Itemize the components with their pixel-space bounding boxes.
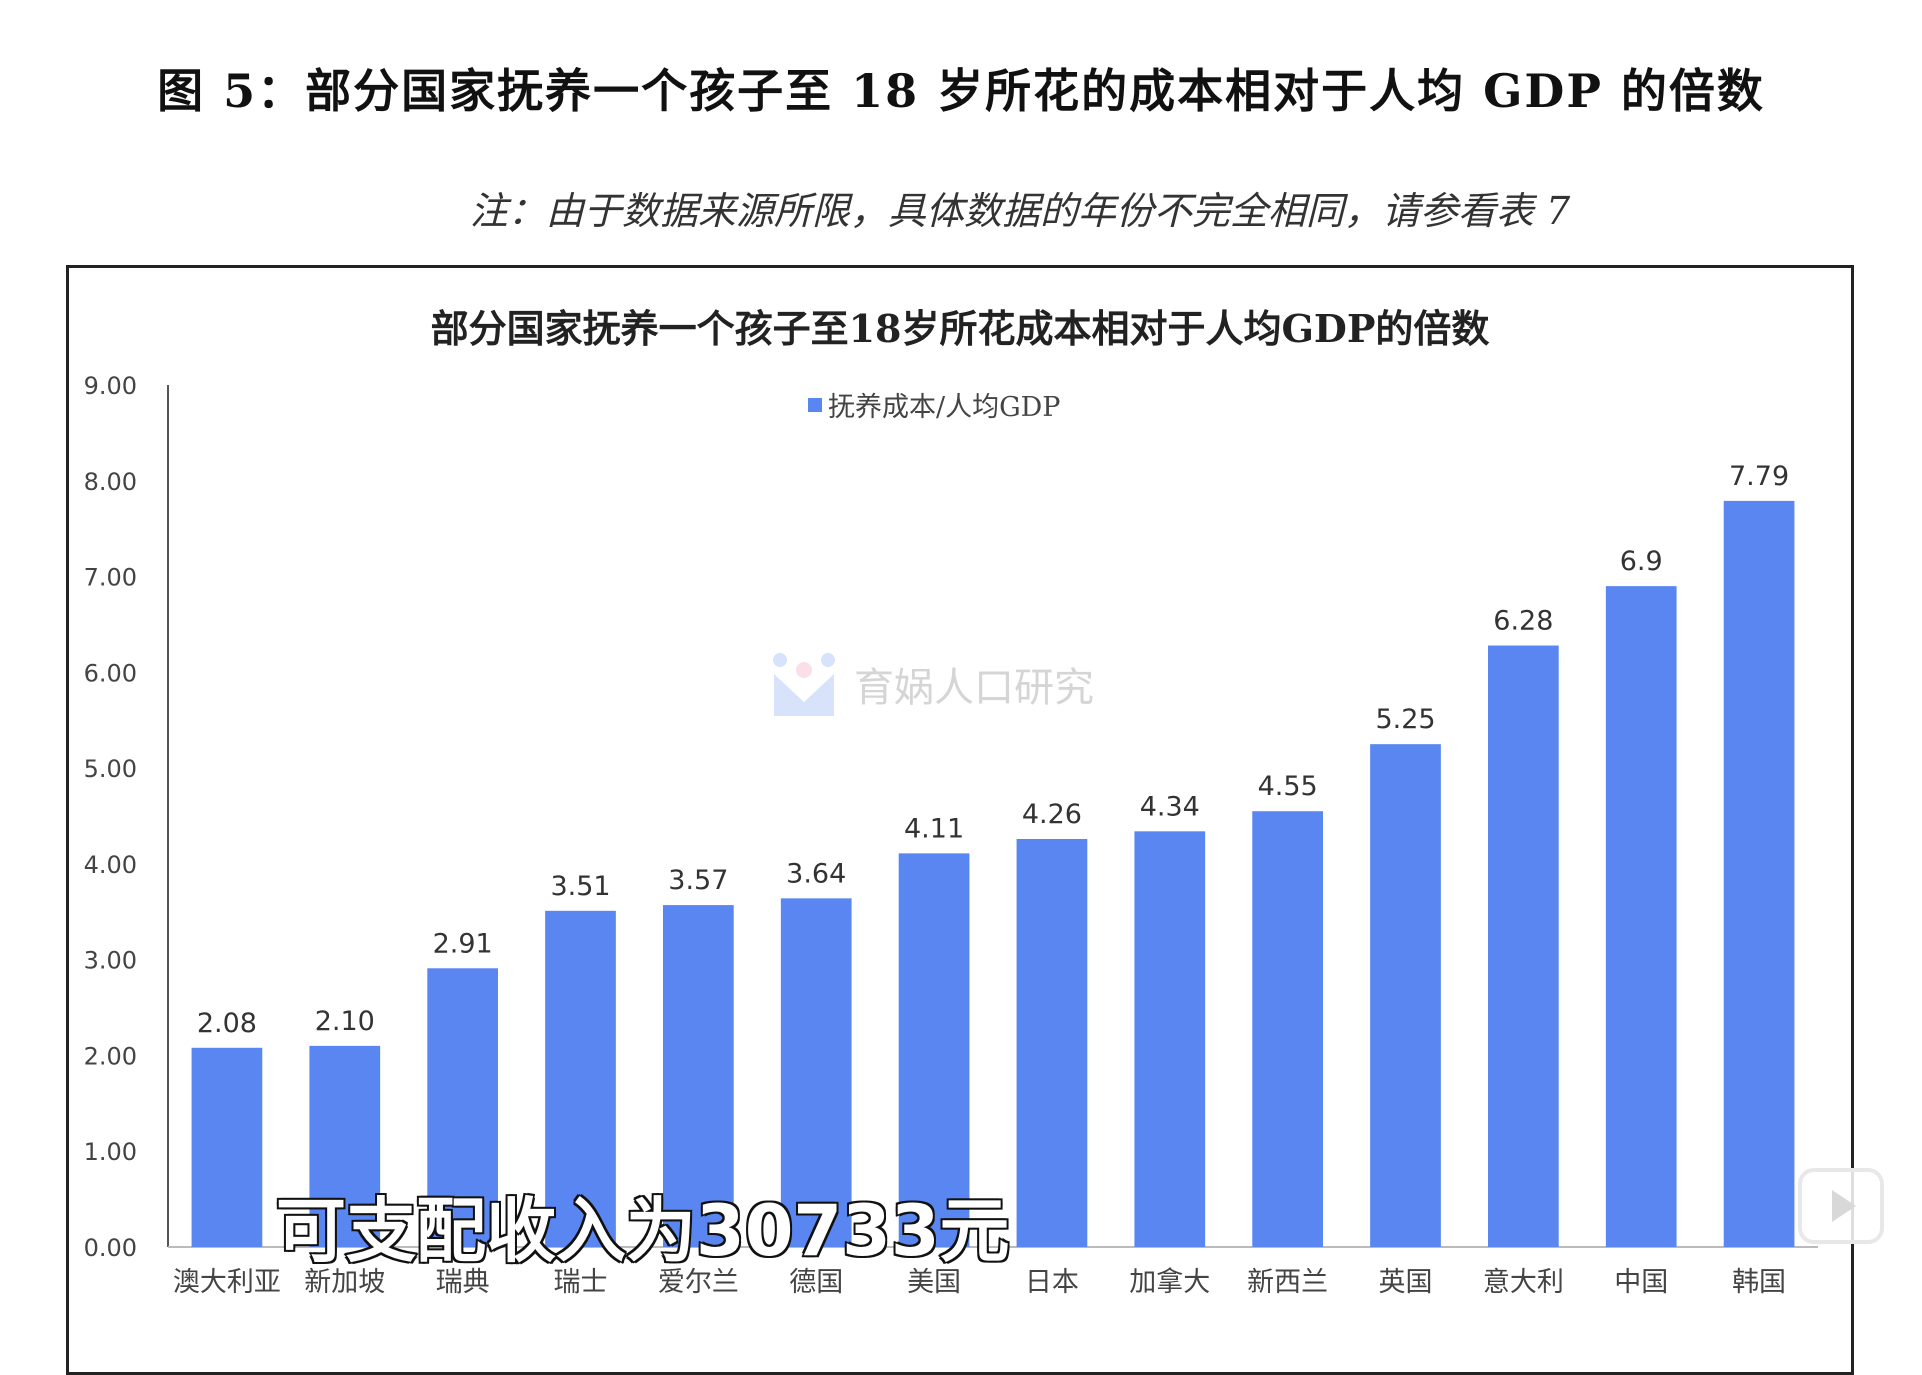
bar bbox=[1370, 744, 1441, 1247]
bar bbox=[1723, 500, 1795, 1247]
x-tick-label: 英国 bbox=[1379, 1267, 1433, 1298]
bar-value-label: 4.55 bbox=[1258, 771, 1318, 802]
chart-title: 部分国家抚养一个孩子至18岁所花成本相对于人均GDP的倍数 bbox=[430, 306, 1490, 351]
bar-value-label: 4.26 bbox=[1022, 799, 1082, 830]
watermark-text: 育娲人口研究 bbox=[854, 665, 1094, 711]
x-tick-label: 日本 bbox=[1025, 1267, 1079, 1298]
bar bbox=[663, 905, 734, 1247]
x-tick-label: 美国 bbox=[907, 1267, 961, 1298]
bar bbox=[780, 898, 852, 1247]
bar-value-label: 5.25 bbox=[1375, 704, 1435, 735]
x-tick-label: 新加坡 bbox=[304, 1267, 385, 1298]
x-tick-label: 中国 bbox=[1614, 1267, 1668, 1298]
y-tick-label: 2.00 bbox=[84, 1042, 137, 1070]
bar-value-label: 6.9 bbox=[1620, 546, 1663, 577]
bar bbox=[191, 1047, 263, 1247]
x-tick-label: 瑞士 bbox=[554, 1267, 608, 1298]
bar bbox=[1605, 586, 1677, 1247]
bar-value-label: 2.08 bbox=[197, 1008, 257, 1039]
x-tick-label: 瑞典 bbox=[436, 1267, 490, 1298]
play-button[interactable] bbox=[1798, 1168, 1884, 1244]
bar bbox=[1252, 811, 1323, 1247]
watermark: 育娲人口研究 bbox=[768, 648, 1094, 720]
bar-value-label: 6.28 bbox=[1493, 606, 1553, 637]
y-tick-label: 4.00 bbox=[84, 851, 137, 879]
bar-value-label: 3.64 bbox=[786, 858, 846, 889]
y-tick-label: 9.00 bbox=[84, 372, 137, 400]
bar-value-label: 3.57 bbox=[668, 865, 728, 896]
play-icon bbox=[1832, 1190, 1856, 1222]
y-tick-label: 0.00 bbox=[84, 1234, 137, 1262]
x-tick-label: 澳大利亚 bbox=[173, 1267, 281, 1298]
bar-value-label: 4.11 bbox=[904, 813, 964, 844]
y-tick-label: 6.00 bbox=[84, 659, 137, 687]
x-tick-label: 加拿大 bbox=[1129, 1267, 1210, 1298]
y-tick-label: 3.00 bbox=[84, 947, 137, 975]
bar-value-label: 2.91 bbox=[433, 928, 493, 959]
x-tick-label: 德国 bbox=[789, 1267, 843, 1298]
bar-value-label: 3.51 bbox=[550, 871, 610, 902]
bar-value-label: 7.79 bbox=[1729, 461, 1789, 492]
video-subtitle: 可支配收入为30733元 bbox=[275, 1189, 1012, 1274]
y-tick-label: 7.00 bbox=[84, 564, 137, 592]
bar-value-label: 2.10 bbox=[315, 1006, 375, 1037]
y-tick-label: 5.00 bbox=[84, 755, 137, 783]
legend-label: 抚养成本/人均GDP bbox=[828, 392, 1061, 423]
x-tick-label: 新西兰 bbox=[1247, 1267, 1328, 1298]
y-tick-label: 8.00 bbox=[84, 468, 137, 496]
chart-legend: 抚养成本/人均GDP bbox=[808, 385, 1060, 424]
bar bbox=[1488, 645, 1559, 1247]
bar bbox=[545, 910, 616, 1247]
x-tick-label: 意大利 bbox=[1483, 1267, 1564, 1298]
bar-value-label: 4.34 bbox=[1140, 791, 1200, 822]
watermark-logo-icon bbox=[773, 653, 835, 716]
legend-swatch bbox=[808, 397, 822, 412]
bar bbox=[309, 1045, 381, 1247]
y-tick-label: 1.00 bbox=[84, 1138, 137, 1166]
bar bbox=[898, 853, 970, 1247]
x-tick-label: 韩国 bbox=[1732, 1267, 1786, 1298]
bar bbox=[1134, 831, 1206, 1247]
bar bbox=[1016, 838, 1088, 1247]
x-tick-label: 爱尔兰 bbox=[658, 1267, 739, 1298]
figure-title: 图 5：部分国家抚养一个孩子至 18 岁所花的成本相对于人均 GDP 的倍数 bbox=[157, 64, 1765, 118]
figure-note: 注：由于数据来源所限，具体数据的年份不完全相同，请参看表 7 bbox=[469, 189, 1571, 233]
bar bbox=[427, 968, 498, 1247]
